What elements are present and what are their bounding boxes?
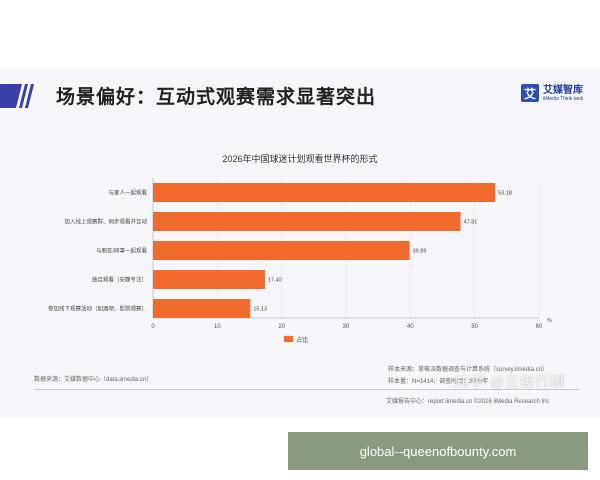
sample-source-line2: 样本量：N=1414；调查时间：2026年	[388, 379, 489, 385]
legend-label: 占比	[296, 336, 308, 344]
header-stripes-decoration	[0, 84, 34, 108]
watermark: 知乎 @艾媒行研	[455, 374, 566, 390]
x-tick-label: 30	[343, 324, 350, 330]
x-tick-label: 10	[214, 324, 221, 330]
x-tick-label: 0	[151, 324, 155, 330]
sample-source-line1: 样本来源：草莓派数据调查与计算系统（survey.iimedia.cn）	[388, 367, 548, 373]
data-source: 数据来源：艾媒数据中心（data.iimedia.cn）	[34, 377, 153, 383]
value-label: 53.18	[498, 191, 512, 197]
brand-name: 艾媒智库	[543, 84, 583, 96]
brand-subtitle: iiMedia Think tank	[543, 95, 584, 102]
x-tick-label: 40	[407, 324, 414, 330]
value-label: 15.13	[253, 307, 267, 313]
bar	[153, 270, 265, 289]
x-axis-unit: %	[547, 318, 552, 324]
x-tick-label: 50	[471, 324, 478, 330]
category-label: 独自观看（安静专注）	[92, 276, 147, 284]
category-label: 与朋友/同事一起观看	[96, 247, 148, 255]
chart-title: 2026年中国球迷计划观看世界杯的形式	[222, 154, 378, 164]
value-label: 39.89	[413, 249, 427, 255]
category-label: 与家人一起观看	[108, 189, 147, 197]
footer-divider	[34, 389, 579, 390]
x-tick-label: 60	[536, 324, 543, 330]
report-center-credit: 艾媒报告中心：report.iimedia.cn ©2026 iiMedia R…	[386, 399, 550, 405]
category-label: 参加线下观赛活动（如酒吧、影院观赛）	[48, 305, 147, 313]
brand-logo-icon: 艾	[521, 84, 539, 102]
legend-swatch	[284, 336, 293, 342]
bar-chart: 与家人一起观看 53.18 加入线上观赛群、同步观看并互动 47.81 与朋友/同事一起…	[48, 178, 552, 344]
url-banner: global--queenofbounty.com	[288, 432, 588, 470]
brand-logo: 艾 艾媒智库 iiMedia Think tank	[521, 84, 583, 102]
category-label: 加入线上观赛群、同步观看并互动	[64, 218, 147, 226]
bar	[153, 212, 461, 231]
bar	[153, 183, 496, 202]
slide-title: 场景偏好：互动式观赛需求显著突出	[56, 87, 377, 108]
value-label: 47.81	[464, 220, 478, 226]
x-tick-label: 20	[278, 324, 285, 330]
value-label: 17.40	[268, 278, 282, 284]
bar	[153, 299, 251, 318]
bar	[153, 241, 410, 260]
sample-source: 样本来源：草莓派数据调查与计算系统（survey.iimedia.cn） 样本量…	[388, 364, 548, 388]
